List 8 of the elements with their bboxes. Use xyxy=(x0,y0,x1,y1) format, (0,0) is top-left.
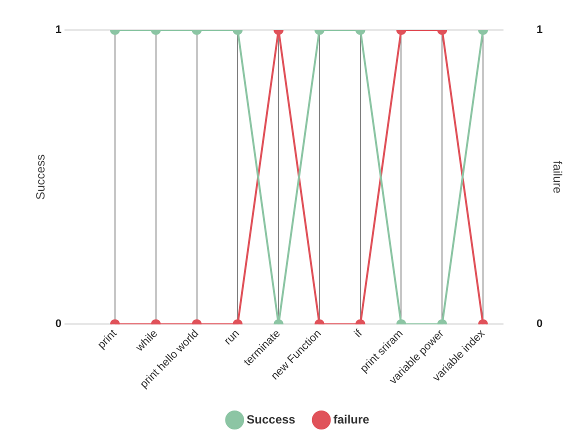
y-axis-title: Success xyxy=(34,154,48,200)
legend-label: Success xyxy=(246,412,296,426)
y2-axis-title: failure xyxy=(550,160,564,194)
x-tick-label: if xyxy=(352,326,366,340)
y2-tick-label: 1 xyxy=(536,24,543,36)
legend-label: failure xyxy=(333,412,370,426)
x-tick-label: run xyxy=(222,328,242,348)
y2-tick-label: 0 xyxy=(536,318,543,330)
